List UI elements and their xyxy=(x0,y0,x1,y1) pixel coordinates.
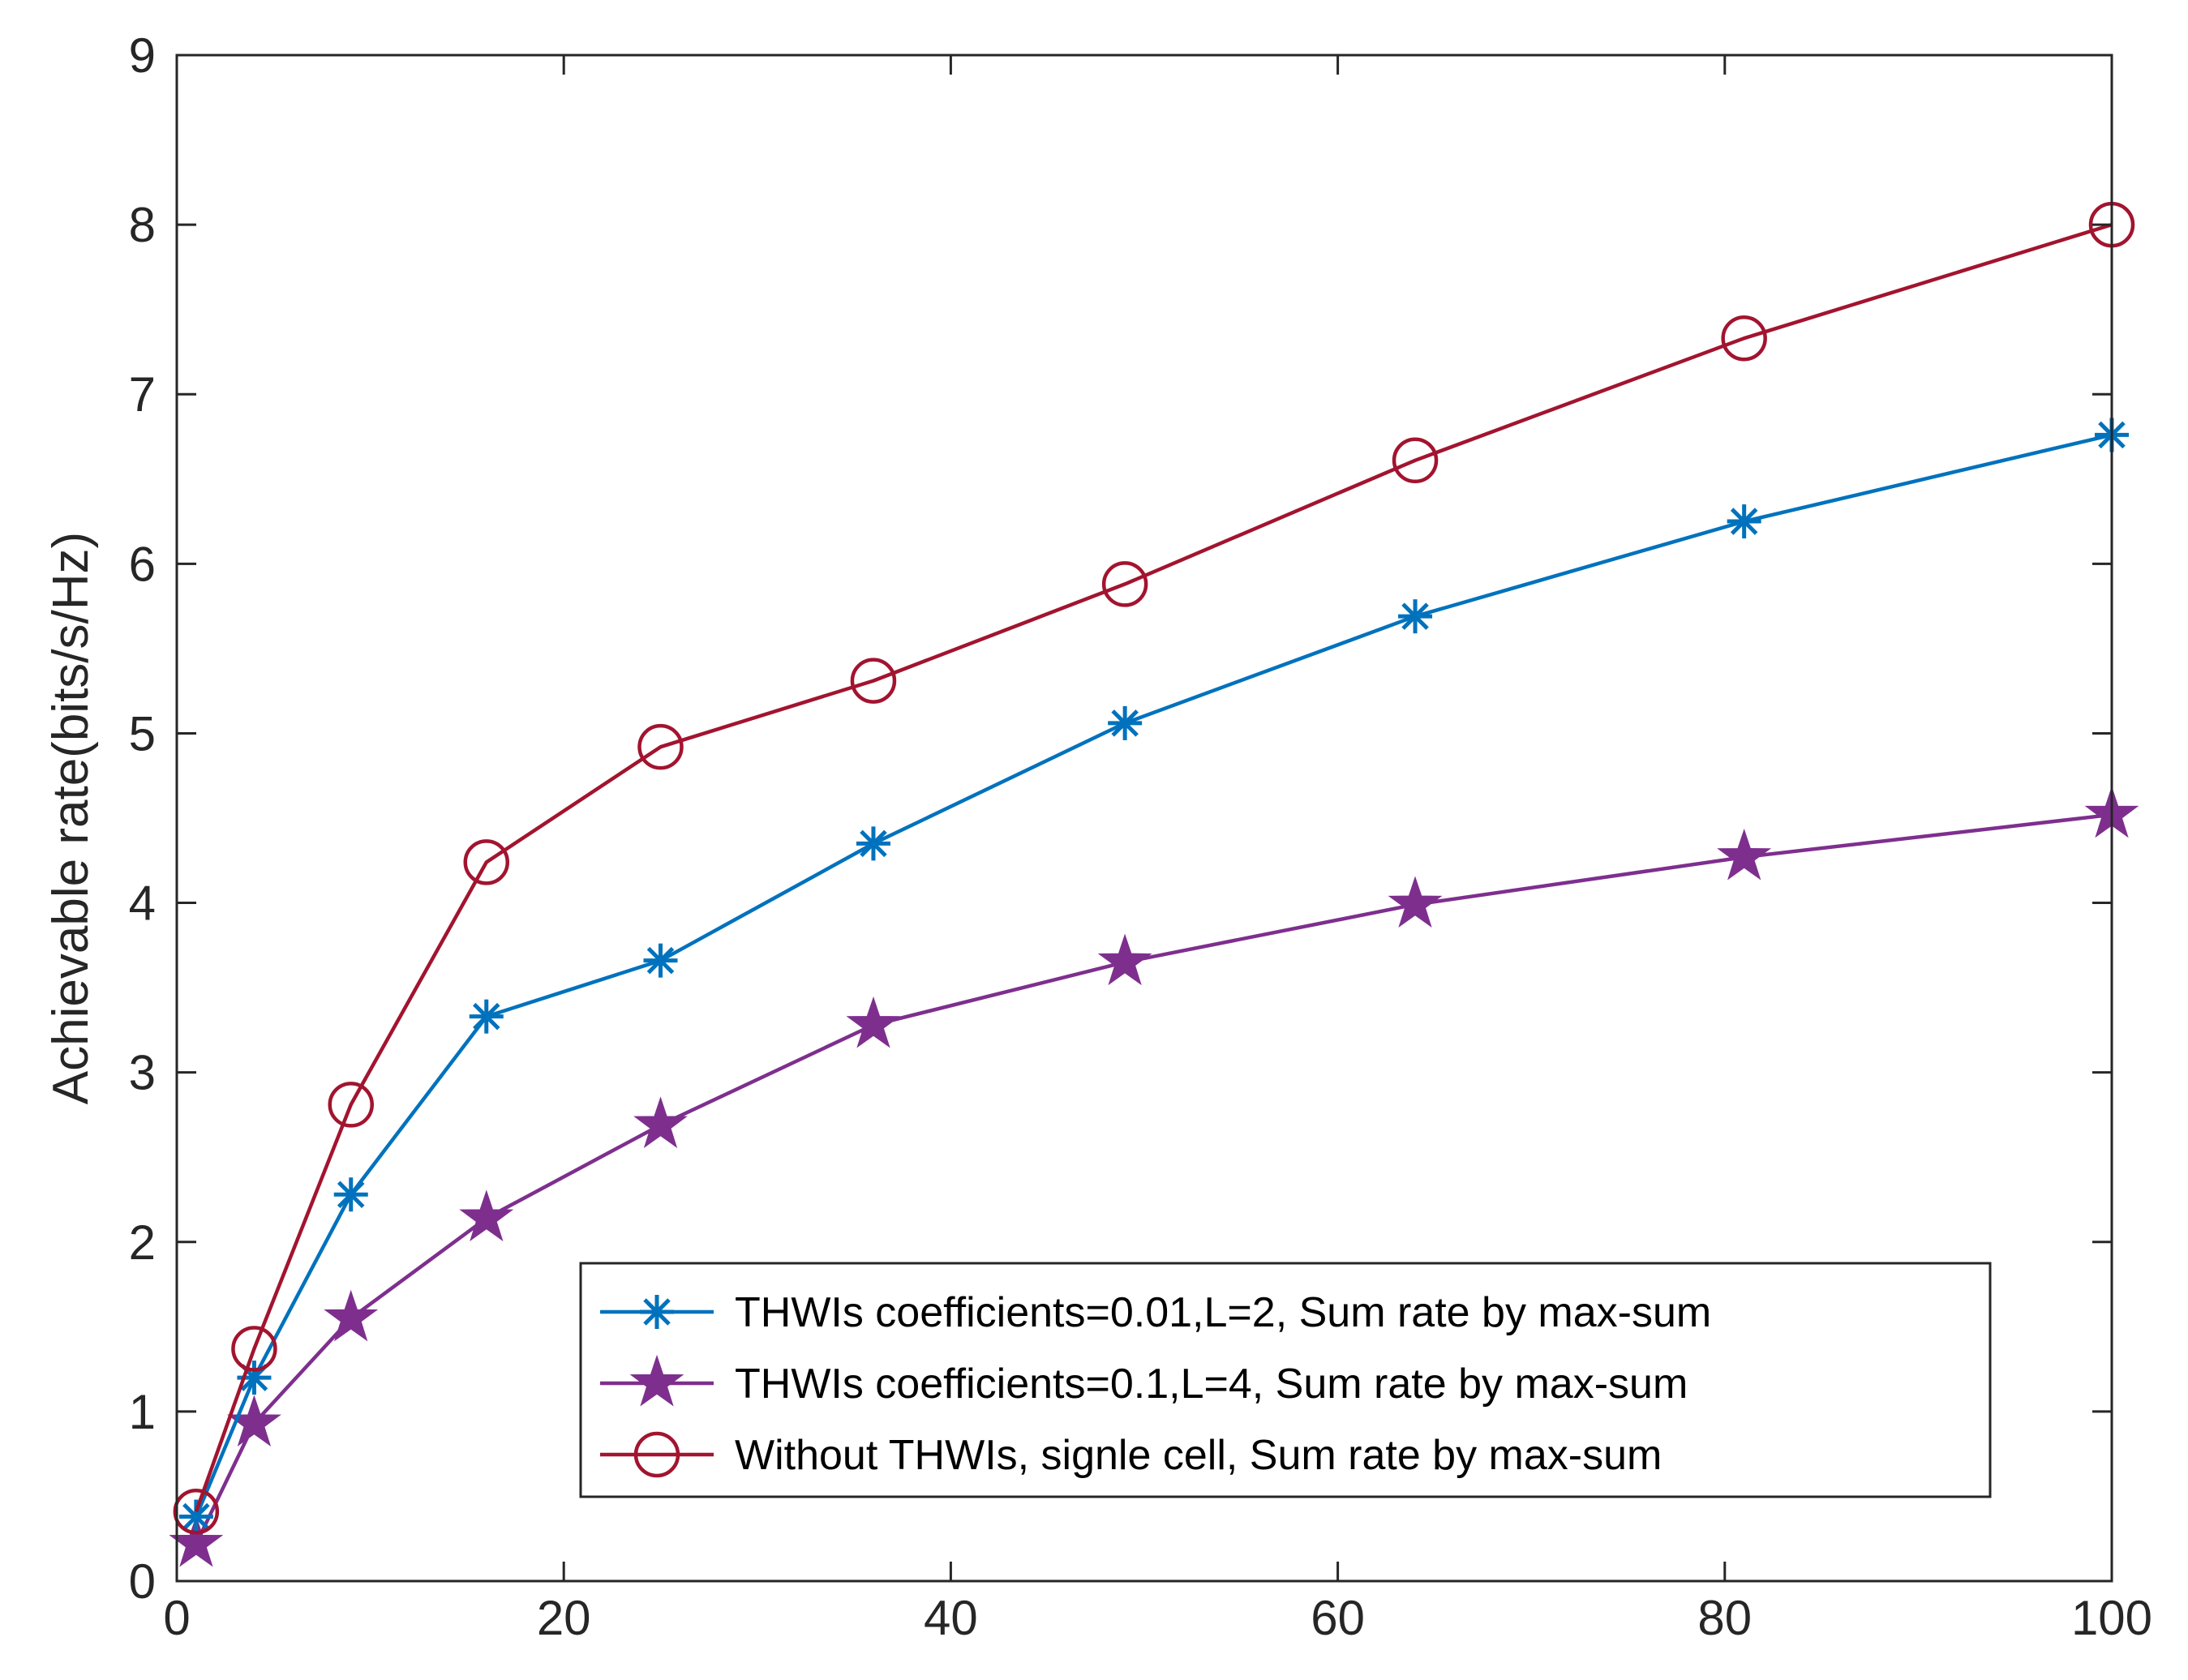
asterisk-stroke xyxy=(337,1181,365,1208)
asterisk-stroke xyxy=(646,946,675,975)
y-tick-label: 0 xyxy=(129,1554,156,1609)
data-point xyxy=(637,723,684,770)
x-tick-label: 100 xyxy=(2071,1591,2152,1645)
legend: THWIs coefficients=0.01,L=2, Sum rate by… xyxy=(579,1262,1992,1498)
asterisk-stroke xyxy=(1401,602,1429,630)
data-point xyxy=(1101,561,1148,607)
data-point xyxy=(643,943,678,978)
y-tick-label: 6 xyxy=(129,537,156,591)
y-axis-title: Achievable rate(bits/s/Hz) xyxy=(43,532,99,1104)
data-point xyxy=(1721,315,1767,362)
y-tick-label: 8 xyxy=(129,198,156,252)
y-tick-label: 9 xyxy=(129,28,156,83)
data-point xyxy=(856,826,890,861)
legend-entry: Without THWIs, signle cell, Sum rate by … xyxy=(600,1431,1662,1479)
asterisk-stroke xyxy=(182,1502,210,1531)
y-tick-label: 3 xyxy=(129,1046,156,1100)
data-point xyxy=(231,1326,277,1372)
x-tick-label: 80 xyxy=(1697,1591,1752,1645)
x-tick-label: 20 xyxy=(537,1591,591,1645)
legend-entry: THWIs coefficients=0.1,L=4, Sum rate by … xyxy=(600,1354,1688,1408)
data-point xyxy=(1388,876,1443,928)
series-line xyxy=(194,222,2113,1513)
y-tick-label: 7 xyxy=(129,367,156,422)
legend-label: Without THWIs, signle cell, Sum rate by … xyxy=(735,1432,1662,1479)
legend-label: THWIs coefficients=0.01,L=2, Sum rate by… xyxy=(735,1289,1711,1336)
data-point xyxy=(333,1177,368,1212)
axes: 0 20 40 60 80 100 0 1 2 3 4 5 6 7 8 9 Achievable rate(bi… xyxy=(43,28,2152,1645)
data-point xyxy=(846,996,901,1048)
data-point xyxy=(1097,933,1152,986)
y-tick-label: 1 xyxy=(129,1385,156,1439)
data-point xyxy=(173,1489,220,1535)
asterisk-stroke xyxy=(860,829,887,858)
asterisk-stroke xyxy=(643,1298,671,1326)
data-point xyxy=(633,1096,688,1148)
series-line xyxy=(194,812,2113,1545)
legend-marker xyxy=(640,1295,674,1329)
legend-entry: THWIs coefficients=0.01,L=2, Sum rate by… xyxy=(600,1289,1711,1336)
legend-marker xyxy=(629,1354,684,1407)
data-point xyxy=(1717,828,1772,881)
data-point xyxy=(227,1395,281,1446)
y-tick-label: 5 xyxy=(129,706,156,761)
series-line xyxy=(194,433,2113,1518)
data-point xyxy=(850,658,897,704)
asterisk-stroke xyxy=(1730,508,1758,535)
data-point xyxy=(1392,437,1439,484)
data-point xyxy=(463,839,510,885)
data-point xyxy=(324,1289,379,1342)
data-point xyxy=(1727,504,1761,539)
legend-box xyxy=(579,1262,1992,1498)
axes-box xyxy=(175,54,2113,1583)
data-point xyxy=(469,999,504,1034)
y-tick-label: 2 xyxy=(129,1215,156,1270)
x-tick-label: 40 xyxy=(924,1591,978,1645)
legend-label: THWIs coefficients=0.1,L=4, Sum rate by … xyxy=(735,1361,1688,1408)
data-point xyxy=(178,1499,213,1534)
asterisk-stroke xyxy=(1111,709,1139,737)
asterisk-stroke xyxy=(472,1002,500,1031)
x-tick-label: 60 xyxy=(1311,1591,1365,1645)
data-point xyxy=(1398,599,1433,634)
x-tick-label: 0 xyxy=(163,1591,190,1645)
data-point xyxy=(459,1189,514,1241)
legend-marker xyxy=(633,1431,680,1478)
y-tick-label: 4 xyxy=(129,876,156,931)
plot-area xyxy=(169,201,2139,1567)
data-point xyxy=(1108,705,1143,740)
data-point xyxy=(328,1082,374,1128)
